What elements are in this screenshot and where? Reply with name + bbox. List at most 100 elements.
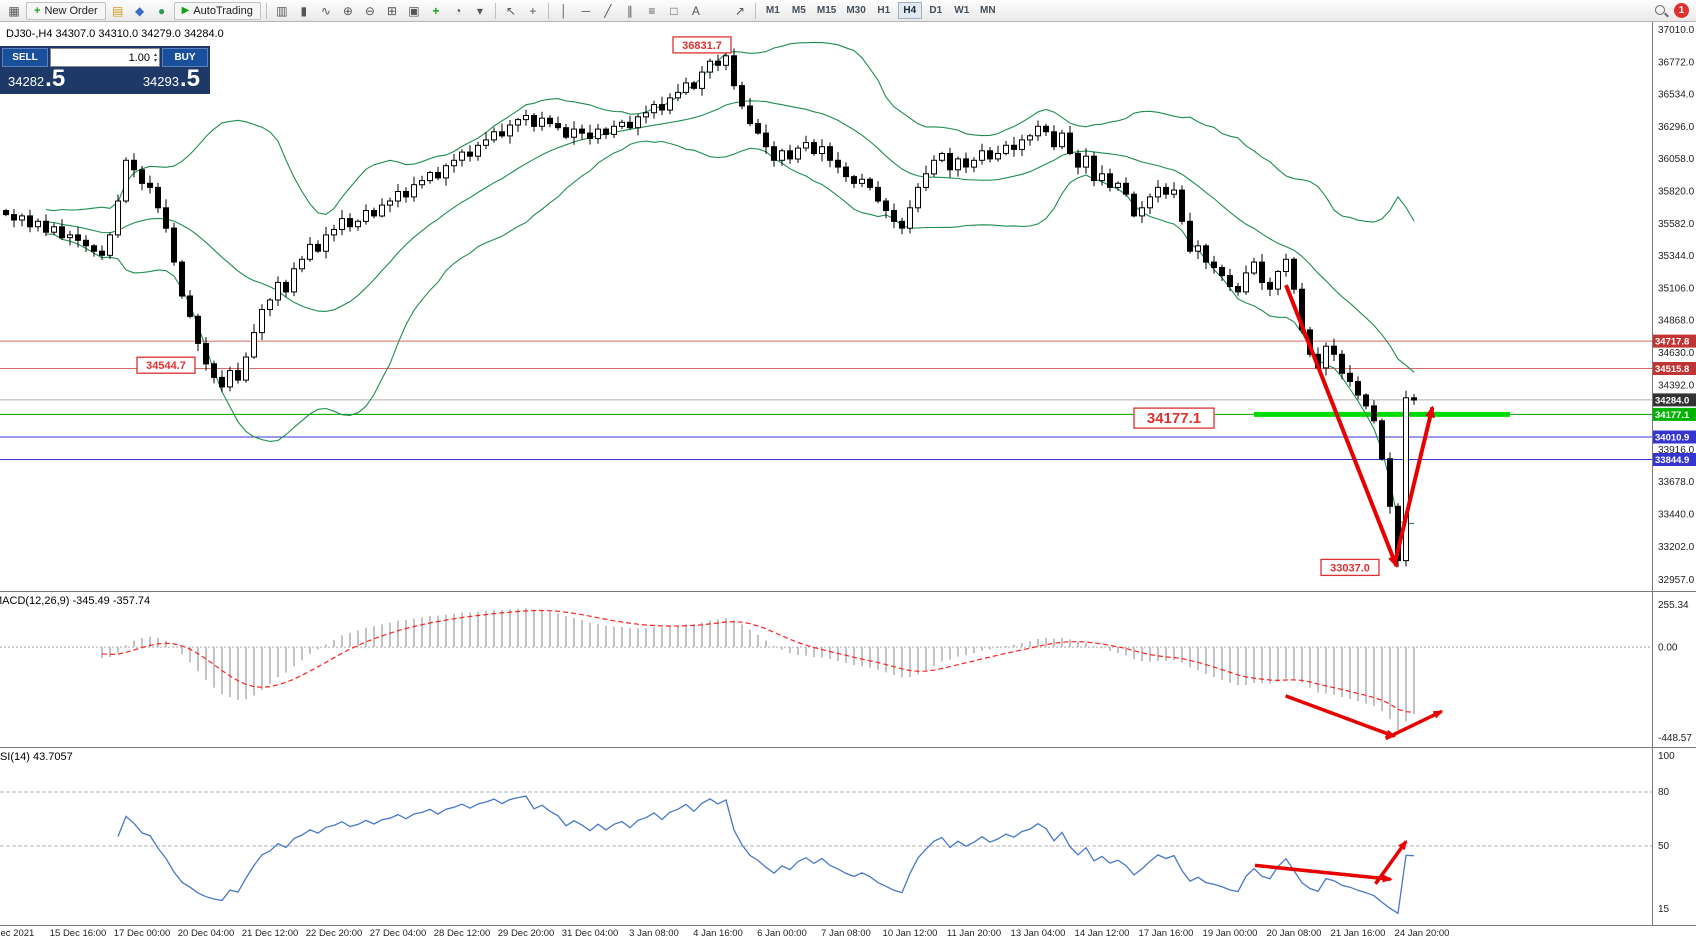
new-chart-icon[interactable]: ▦ [8,3,20,18]
fibonacci-icon[interactable]: ≡ [648,3,656,18]
shapes-icon[interactable]: □ [670,3,678,18]
sell-button[interactable]: SELL [2,48,48,67]
time-label: 13 Jan 04:00 [1010,928,1066,939]
toolbar-separator [547,2,549,19]
timeframe-m15[interactable]: M15 [813,2,840,19]
time-label: 7 Jan 08:00 [821,928,871,939]
rsi-panel[interactable]: 100 80 50 15 [0,748,1696,926]
price-callout[interactable] [1133,407,1215,429]
line-chart-icon[interactable]: ∿ [320,3,331,18]
timeframe-m1[interactable]: M1 [761,2,785,19]
zoom-in-icon[interactable]: ⊕ [342,3,353,18]
time-axis[interactable]: Dec 2021 15 Dec 16:00 17 Dec 00:00 20 Dec 0… [0,926,1696,942]
bollinger-band [45,140,1415,524]
price-tag-text: 34284.0 [1655,395,1689,406]
y-axis-tick: 50 [1658,841,1670,852]
timeframe-mn[interactable]: MN [976,2,1000,19]
time-label: 24 Jan 20:00 [1394,928,1450,939]
candlestick-chart-icon[interactable]: ▮ [300,3,308,18]
price-callout-text: 34177.1 [1147,410,1201,427]
annotation-arrow[interactable] [1392,405,1435,564]
zoom-out-icon[interactable]: ⊖ [364,3,375,18]
y-axis-tick: 33440.0 [1658,510,1695,521]
volume-down-icon[interactable]: ▾ [153,57,157,64]
y-axis-tick: 33678.0 [1658,477,1695,488]
notification-badge[interactable]: 1 [1674,3,1689,18]
crosshair-icon[interactable]: + [529,3,537,18]
horizontal-line-icon[interactable]: ─ [581,3,591,18]
y-axis-tick: 36534.0 [1658,90,1695,101]
tile-windows-icon[interactable]: ⊞ [386,3,397,18]
time-label: 31 Dec 04:00 [561,928,619,939]
charts-icon[interactable]: ▤ [111,3,124,18]
macd-signal-line [101,609,1415,713]
alerts-icon[interactable]: ● [158,3,166,18]
y-axis-tick: 0.00 [1658,643,1678,654]
time-label: 19 Jan 00:00 [1202,928,1258,939]
annotation-arrow[interactable] [1374,839,1408,885]
volume-input[interactable] [51,50,152,65]
time-label: 10 Jan 12:00 [882,928,938,939]
y-axis-tick: -448.57 [1658,733,1692,744]
timeframe-w1[interactable]: W1 [950,2,974,19]
one-click-trade-panel: SELL ▴ ▾ BUY 34282.5 34293.5 [0,46,210,94]
templates-dropdown-icon[interactable]: ▾ [476,3,483,18]
price-callout[interactable] [136,356,196,374]
buy-price-base: 34293 [142,74,179,89]
volume-up-icon[interactable]: ▴ [153,51,157,58]
timeframe-h4[interactable]: H4 [897,2,922,19]
time-label: 28 Dec 12:00 [433,928,491,939]
periods-icon[interactable]: ◔ [454,3,462,18]
new-order-label: New Order [44,4,98,17]
text-label-icon[interactable] [708,2,728,20]
new-order-button[interactable]: + New Order [26,1,106,20]
y-axis-tick: 80 [1658,787,1670,798]
sell-price[interactable]: 34282.5 [8,65,66,92]
macd-panel[interactable]: 255.34 0.00 -448.57 [0,592,1696,748]
y-axis-tick: 255.34 [1658,600,1689,611]
price-chart-panel[interactable]: 36831.7 34544.7 34177.1 33037.0 37010.0 36772… [0,22,1696,592]
buy-button[interactable]: BUY [162,48,208,67]
indicators-icon[interactable]: + [432,3,440,18]
rsi-svg: 100 80 50 15 [0,748,1675,925]
timeframe-m30[interactable]: M30 [842,2,869,19]
price-tag-text: 34717.8 [1655,337,1689,348]
time-label: 15 Dec 16:00 [49,928,107,939]
toolbar-separator [265,2,267,19]
bars-chart-icon[interactable]: ▥ [276,3,288,18]
search-icon[interactable] [1653,3,1669,19]
sell-price-fraction: .5 [45,65,66,92]
toolbar: ▦ + New Order ▤ ◆ ● ▶ AutoTrading ▥ ▮ ∿ … [0,0,1696,22]
cascade-windows-icon[interactable]: ▣ [408,3,420,18]
annotation-arrow[interactable] [1254,863,1393,883]
profiles-icon[interactable]: ◆ [135,3,145,18]
price-callout[interactable] [1320,558,1380,577]
y-axis-tick: 34868.0 [1658,316,1695,327]
annotation-arrow[interactable] [1284,694,1396,738]
autotrading-button[interactable]: ▶ AutoTrading [173,1,261,20]
price-tag [1653,430,1696,444]
arrows-tool-icon[interactable]: ↗ [734,3,745,18]
rsi-line [117,795,1415,915]
price-tag [1653,334,1696,348]
y-axis-tick: 36296.0 [1658,122,1695,133]
timeframe-d1[interactable]: D1 [924,2,948,19]
buy-price[interactable]: 34293.5 [142,67,200,91]
annotation-arrow[interactable] [1284,284,1399,568]
price-tag-text: 33844.9 [1655,455,1689,466]
channel-icon[interactable]: ∥ [626,3,633,18]
y-axis-tick: 33916.0 [1658,445,1695,456]
text-icon[interactable]: A [691,3,700,18]
price-callout[interactable] [672,36,732,54]
y-axis-tick: 37010.0 [1658,25,1695,36]
timeframe-m5[interactable]: M5 [787,2,811,19]
cursor-icon[interactable]: ↖ [505,3,516,18]
y-axis-tick: 100 [1658,751,1675,762]
y-axis-tick: 35106.0 [1658,283,1695,294]
trendline-icon[interactable]: ╱ [604,3,612,18]
vertical-line-icon[interactable]: │ [560,3,568,18]
y-axis-tick: 15 [1658,904,1670,915]
annotation-arrow[interactable] [1384,709,1444,741]
volume-box: ▴ ▾ [50,48,160,67]
timeframe-h1[interactable]: H1 [872,2,896,19]
